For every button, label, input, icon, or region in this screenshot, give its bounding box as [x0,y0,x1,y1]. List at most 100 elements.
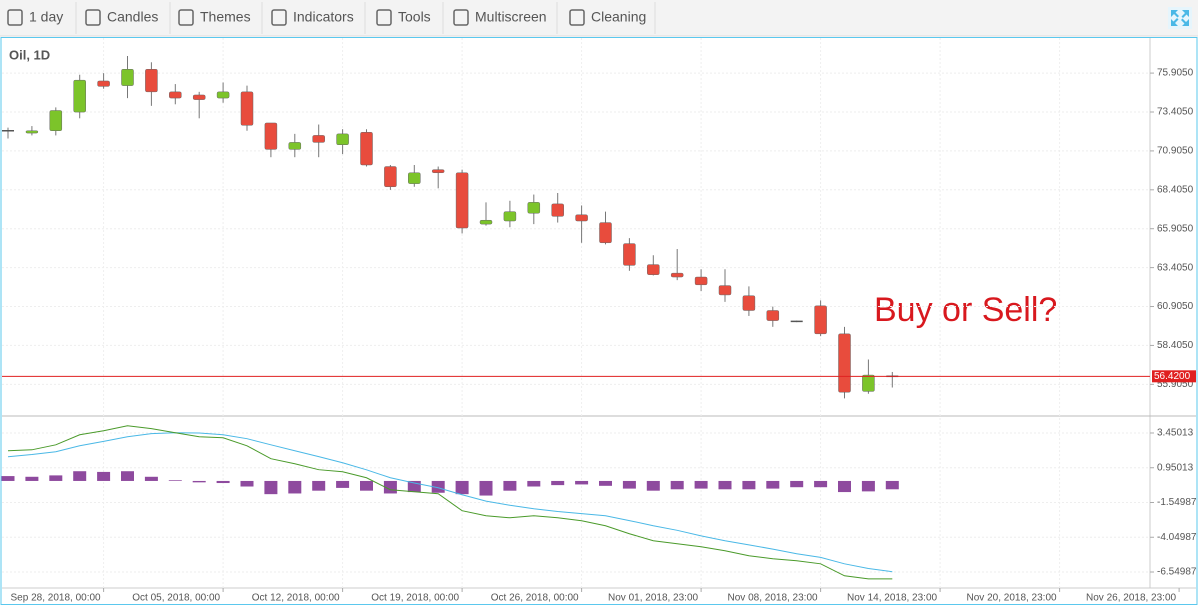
candle-body [527,202,541,214]
y-tick-label: 68.4050 [1157,184,1194,195]
histogram-bar [264,480,278,495]
x-tick-label: Oct 12, 2018, 00:00 [252,593,340,604]
x-tick-label: Oct 26, 2018, 00:00 [491,593,579,604]
toolbar-button[interactable]: Themes [178,9,251,26]
histogram-bar [575,480,589,485]
histogram-bar [97,471,111,481]
histogram-bar [479,480,493,496]
y-tick-label: 63.4050 [1157,262,1194,273]
toolbar-label[interactable]: Cleaning [591,9,646,25]
histogram-bar [838,480,851,493]
toolbar-icon [178,9,194,26]
toolbar-icon [271,9,287,26]
last-price-tag [1152,370,1196,383]
candle-body [670,272,684,278]
candle-body [479,219,493,225]
candle-body [766,310,780,321]
toolbar-icon [7,9,23,26]
y-tick-label: 0.95013 [1157,462,1194,473]
x-tick-label: Nov 01, 2018, 23:00 [608,593,699,604]
x-tick-label: Sep 28, 2018, 00:00 [11,593,102,604]
candle-body [49,110,63,131]
toolbar-label[interactable]: Tools [398,9,431,25]
fullscreen-glyph [1171,10,1189,26]
candle-body [360,132,373,166]
histogram-bar [527,480,541,487]
candle-body [575,214,588,222]
candle-body [431,169,445,174]
y-tick-label: 60.9050 [1157,301,1194,312]
histogram-bar [622,480,636,489]
indicator-line [7,432,893,573]
histogram-bar [192,480,206,483]
annotation: Buy or Sell? [874,291,1057,329]
toolbar-icon [85,9,101,26]
fullscreen-icon[interactable] [1168,7,1192,29]
histogram-bar [312,480,326,491]
last-price-label: 56.4200 [1154,371,1191,382]
candle-body [288,142,302,150]
y-tick-label: 70.9050 [1157,146,1194,157]
candle-body [145,69,158,93]
histogram-bar [694,480,708,489]
histogram-bar [121,471,134,481]
y-tick-label: -6.54987 [1157,567,1197,578]
histogram-bar [73,471,87,481]
candle-body [623,243,636,266]
histogram-bar [646,480,660,491]
candle-body [264,122,278,150]
toolbar-label[interactable]: Indicators [293,9,354,25]
histogram-bar [360,480,373,491]
candle-body [647,264,660,275]
candle-body [599,222,612,244]
y-tick-label: 73.4050 [1157,107,1194,118]
toolbar-button[interactable]: Tools [376,9,431,26]
histogram-bar [885,480,899,490]
histogram-bar [742,480,756,490]
candle-body [121,69,134,86]
y-tick-label: 65.9050 [1157,223,1194,234]
histogram-bar [1,476,15,481]
histogram-bar [216,480,230,484]
candle-body [216,91,230,99]
histogram-bar [25,476,39,481]
histogram-bar [599,480,612,486]
toolbar [0,0,1198,36]
x-tick-label: Nov 14, 2018, 23:00 [847,593,938,604]
x-tick-label: Oct 05, 2018, 00:00 [132,593,220,604]
candle-body [694,276,708,286]
histogram-bar [455,480,469,495]
x-tick-label: Nov 26, 2018, 23:00 [1086,593,1177,604]
toolbar-button[interactable]: Candles [85,9,158,26]
x-tick-label: Oct 19, 2018, 00:00 [371,593,459,604]
toolbar-button[interactable]: 1 day [7,9,63,26]
chart-frame [0,37,1198,605]
toolbar-button[interactable]: Multiscreen [453,9,547,26]
histogram-bar [718,480,732,490]
histogram-bar [407,480,421,493]
toolbar-label[interactable]: Candles [107,9,158,25]
histogram-bar [168,480,182,481]
candle-body [312,135,325,143]
toolbar-label[interactable]: 1 day [29,9,63,25]
toolbar-button[interactable]: Indicators [271,9,354,26]
candle-body [551,203,564,217]
y-tick-label: 55.9050 [1157,379,1194,390]
candle-body [742,295,756,311]
histogram-bar [814,480,828,488]
histogram-bar [49,475,63,481]
histogram-bar [551,480,565,486]
toolbar-label[interactable]: Themes [200,9,251,25]
candle-body [503,211,517,222]
y-tick-label: 58.4050 [1157,340,1194,351]
toolbar-label[interactable]: Multiscreen [475,9,547,25]
histogram-bar [861,480,875,492]
candle-body [97,80,110,87]
histogram-bar [503,480,517,491]
y-tick-label: 75.9050 [1157,68,1194,79]
histogram-bar [766,480,780,489]
toolbar-button[interactable]: Cleaning [569,9,646,26]
candle-body [455,172,469,229]
y-tick-label: 3.45013 [1157,428,1194,439]
